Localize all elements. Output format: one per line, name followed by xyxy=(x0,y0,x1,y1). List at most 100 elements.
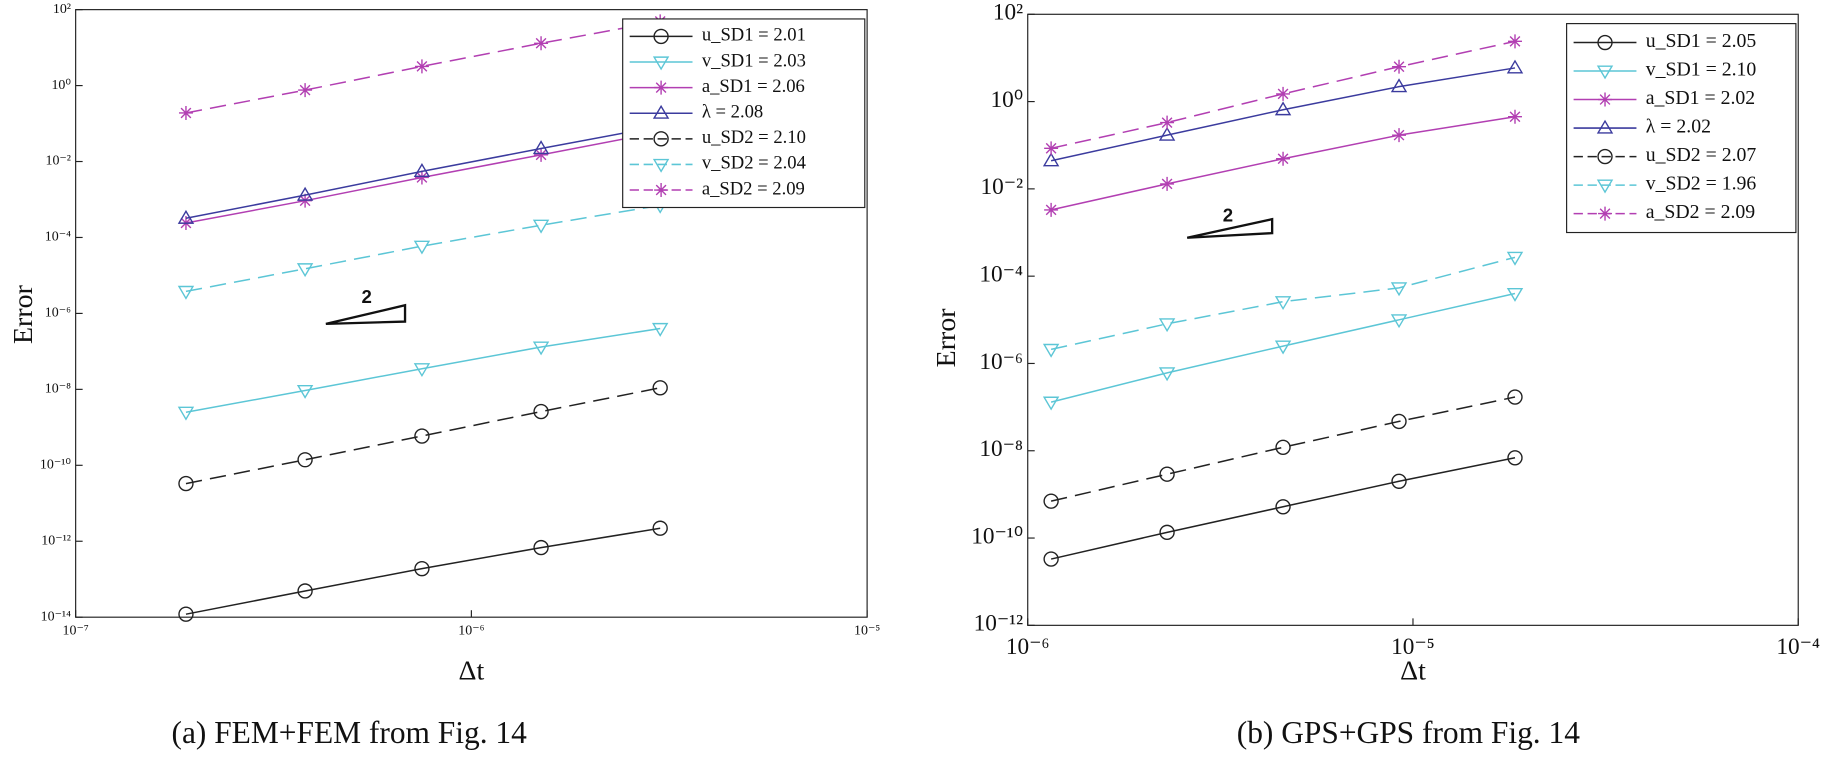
marker xyxy=(1274,101,1292,116)
marker xyxy=(1596,119,1614,134)
marker xyxy=(534,36,549,51)
marker xyxy=(1158,318,1176,333)
legend-label: v_SD1 = 2.03 xyxy=(702,50,806,71)
marker xyxy=(298,83,313,98)
x-axis-label: Δt xyxy=(459,655,485,686)
marker xyxy=(296,186,314,201)
y-tick-label: 10⁻¹⁰ xyxy=(971,523,1023,549)
y-axis-label: Error xyxy=(931,308,962,368)
y-tick-label: 10⁻¹⁴ xyxy=(41,609,72,624)
series-line xyxy=(1050,40,1516,150)
series-line xyxy=(1050,256,1516,351)
y-tick-label: 10² xyxy=(53,2,71,17)
caption: (b) GPS+GPS from Fig. 14 xyxy=(1237,715,1580,750)
marker xyxy=(413,163,431,177)
x-tick-label: 10⁻⁴ xyxy=(1776,634,1820,660)
marker xyxy=(652,158,670,173)
marker xyxy=(654,80,669,95)
series-line xyxy=(1050,457,1516,560)
marker xyxy=(1160,176,1175,191)
x-tick-label: 10⁻⁷ xyxy=(63,623,89,638)
marker xyxy=(1159,524,1175,541)
marker xyxy=(652,104,670,119)
marker xyxy=(1508,34,1522,49)
marker xyxy=(532,219,550,234)
y-tick-label: 10⁻² xyxy=(981,174,1024,200)
legend-label: u_SD2 = 2.10 xyxy=(702,127,806,148)
marker xyxy=(1391,413,1407,430)
y-tick-label: 10² xyxy=(993,0,1023,26)
marker xyxy=(1275,439,1291,455)
marker xyxy=(413,363,431,378)
marker xyxy=(1596,179,1614,194)
legend-label: v_SD1 = 2.10 xyxy=(1646,59,1757,81)
legend: u_SD1 = 2.01 v_SD1 = 2.03 a_SD1 = 2.06 λ = … xyxy=(622,18,866,209)
y-tick-label: 10⁻⁸ xyxy=(45,382,71,397)
marker xyxy=(1044,202,1059,217)
marker xyxy=(652,520,668,536)
marker xyxy=(1506,251,1524,266)
x-tick-label: 10⁻⁶ xyxy=(1006,634,1050,660)
marker xyxy=(1042,396,1060,411)
marker xyxy=(1597,148,1613,165)
marker xyxy=(1390,314,1408,329)
marker xyxy=(413,240,431,255)
marker xyxy=(1276,86,1291,101)
slope-triangle xyxy=(325,303,407,326)
x-axis-label: Δt xyxy=(1400,655,1426,686)
slope-label: 2 xyxy=(1223,205,1233,226)
series-line xyxy=(1050,292,1516,403)
marker xyxy=(1158,126,1176,141)
marker xyxy=(654,183,669,198)
marker xyxy=(297,452,313,468)
y-tick-label: 10⁻¹² xyxy=(41,533,71,548)
y-tick-label: 10⁻⁸ xyxy=(979,436,1023,462)
series-line xyxy=(1050,396,1516,502)
marker xyxy=(653,28,669,45)
marker xyxy=(651,322,669,337)
marker xyxy=(1043,493,1059,509)
marker xyxy=(414,170,429,185)
marker xyxy=(1596,65,1614,80)
marker xyxy=(1508,109,1522,124)
marker xyxy=(178,475,194,492)
marker xyxy=(414,428,430,444)
marker xyxy=(1275,499,1291,515)
series-line xyxy=(185,20,661,114)
marker xyxy=(1506,287,1524,302)
legend-label: λ = 2.08 xyxy=(702,101,763,122)
marker xyxy=(532,140,550,155)
marker xyxy=(1160,115,1175,130)
marker xyxy=(177,285,195,300)
marker xyxy=(1390,282,1408,297)
legend-label: u_SD1 = 2.05 xyxy=(1646,30,1757,52)
y-axis-label: Error xyxy=(8,284,39,344)
marker xyxy=(178,606,194,622)
legend-label: a_SD2 = 2.09 xyxy=(1646,201,1756,223)
series-line xyxy=(185,387,661,485)
marker xyxy=(1392,128,1407,143)
legend-label: λ = 2.02 xyxy=(1646,116,1711,138)
marker xyxy=(653,131,669,147)
marker xyxy=(1274,296,1292,311)
series-line xyxy=(185,327,661,413)
marker xyxy=(1276,151,1291,166)
marker xyxy=(1391,473,1407,489)
marker xyxy=(532,341,550,356)
y-tick-label: 10⁰ xyxy=(51,78,71,93)
series-line xyxy=(185,527,661,615)
legend-label: a_SD1 = 2.02 xyxy=(1646,87,1755,109)
x-tick-label: 10⁻⁵ xyxy=(854,623,880,638)
legend-label: a_SD1 = 2.06 xyxy=(702,76,805,97)
marker xyxy=(297,583,313,599)
marker xyxy=(1042,343,1060,358)
marker xyxy=(1390,78,1408,93)
marker xyxy=(652,56,670,71)
slope-triangle xyxy=(1186,217,1274,239)
marker xyxy=(1392,59,1407,74)
marker xyxy=(533,539,549,556)
series-line xyxy=(185,204,661,293)
marker xyxy=(177,406,195,421)
y-tick-label: 10⁻⁴ xyxy=(979,262,1023,288)
